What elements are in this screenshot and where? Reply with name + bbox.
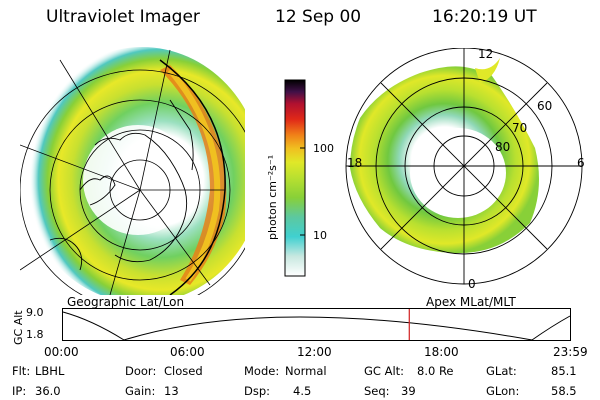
polar-cap-left — [83, 125, 193, 235]
gc-alt-value: 8.0 Re — [417, 364, 454, 378]
ip-label: IP: — [12, 384, 27, 398]
mode-label: Mode: — [244, 364, 280, 378]
ip-value: 36.0 — [35, 384, 61, 398]
alt-xtick-1800: 18:00 — [424, 345, 459, 359]
mlat-label-60: 60 — [537, 99, 553, 113]
filter-label: Flt: — [12, 364, 31, 378]
instrument-title: Ultraviolet Imager — [46, 7, 200, 27]
alt-xtick-2359: 23:59 — [553, 345, 588, 359]
door-value: Closed — [164, 364, 203, 378]
mlt-label-6: 6 — [577, 156, 585, 170]
mlt-label-12: 12 — [478, 47, 494, 61]
gain-label: Gain: — [125, 384, 156, 398]
altitude-plot — [62, 308, 571, 341]
magnetic-image — [345, 48, 583, 285]
mlt-label-0: 0 — [468, 277, 476, 291]
date-label: 12 Sep 00 — [275, 7, 362, 27]
alt-ytick-top: 9.0 — [26, 306, 44, 319]
door-label: Door: — [125, 364, 157, 378]
colorbar-label: photon cm⁻²s⁻¹ — [266, 154, 279, 240]
glat-label: GLat: — [486, 364, 517, 378]
altitude-curve — [62, 311, 571, 341]
seq-value: 39 — [401, 384, 416, 398]
colorbar-tick-100: 100 — [313, 142, 334, 155]
alt-plot-ylabel: GC Alt — [12, 310, 25, 345]
alt-ytick-bottom: 1.8 — [26, 328, 44, 341]
time-label: 16:20:19 UT — [432, 7, 537, 27]
gc-alt-label: GC Alt: — [364, 364, 405, 378]
glat-value: 85.1 — [551, 364, 577, 378]
colorbar-tick-10: 10 — [313, 229, 327, 242]
polar-cap-right — [410, 128, 506, 218]
right-panel-caption: Apex MLat/MLT — [426, 295, 516, 309]
mlat-label-80: 80 — [495, 140, 511, 154]
geographic-image — [20, 47, 245, 295]
glon-value: 58.5 — [551, 384, 577, 398]
mode-value: Normal — [285, 364, 327, 378]
alt-xtick-0000: 00:00 — [44, 345, 79, 359]
alt-xtick-1200: 12:00 — [297, 345, 332, 359]
colorbar — [284, 79, 306, 277]
filter-value: LBHL — [35, 364, 65, 378]
dsp-label: Dsp: — [244, 384, 271, 398]
left-panel-caption: Geographic Lat/Lon — [67, 295, 185, 309]
glon-label: GLon: — [486, 384, 520, 398]
alt-xtick-0600: 06:00 — [170, 345, 205, 359]
dsp-value: 4.5 — [293, 384, 312, 398]
mlt-label-18: 18 — [347, 156, 363, 170]
mlat-label-70: 70 — [512, 121, 528, 135]
gain-value: 13 — [164, 384, 179, 398]
seq-label: Seq: — [364, 384, 390, 398]
